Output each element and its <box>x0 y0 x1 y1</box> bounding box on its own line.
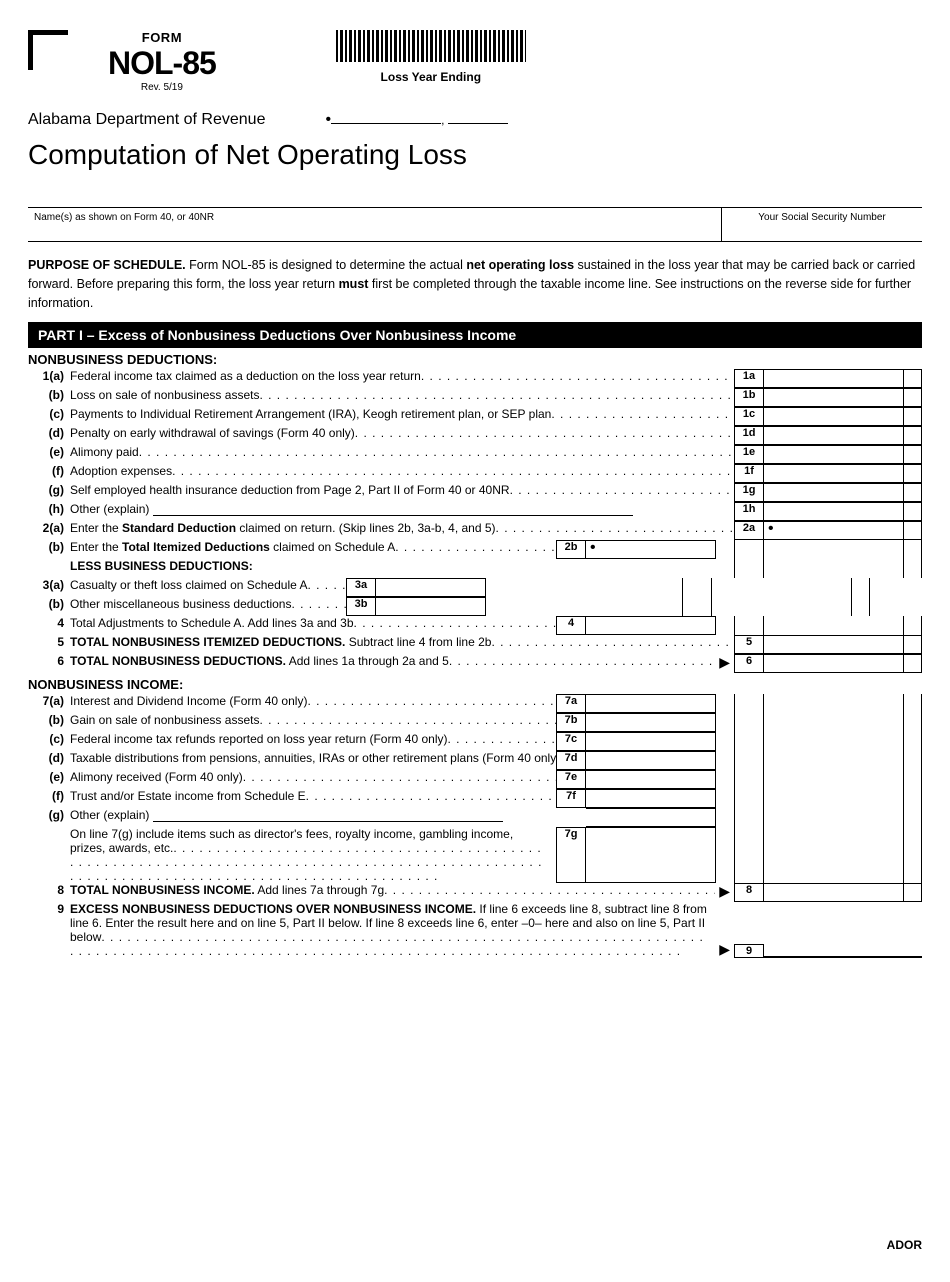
line-1b: Loss on sale of nonbusiness assets <box>70 388 734 407</box>
nbd-head: NONBUSINESS DEDUCTIONS: <box>28 352 922 367</box>
form-code: NOL-85 <box>108 45 216 82</box>
nbi-head: NONBUSINESS INCOME: <box>28 677 922 692</box>
input-4[interactable] <box>586 616 716 635</box>
line-8: TOTAL NONBUSINESS INCOME. Add lines 7a t… <box>70 883 715 902</box>
footer-code: ADOR <box>28 1238 922 1252</box>
input-7a[interactable] <box>586 694 716 713</box>
part1-bar: PART I – Excess of Nonbusiness Deduction… <box>28 322 922 348</box>
input-6[interactable] <box>764 654 904 673</box>
form-word: FORM <box>108 30 216 45</box>
line-3a: Casualty or theft loss claimed on Schedu… <box>70 578 346 597</box>
barcode <box>336 30 526 62</box>
input-7f[interactable] <box>586 789 716 808</box>
input-3a[interactable] <box>376 578 486 597</box>
line-7c: Federal income tax refunds reported on l… <box>70 732 556 751</box>
line-1h: Other (explain) <box>70 502 734 521</box>
line-1d: Penalty on early withdrawal of savings (… <box>70 426 734 445</box>
input-1g[interactable] <box>764 483 904 502</box>
input-3b[interactable] <box>376 597 486 616</box>
line-7e: Alimony received (Form 40 only) <box>70 770 556 789</box>
line-7a: Interest and Dividend Income (Form 40 on… <box>70 694 556 713</box>
input-7b[interactable] <box>586 713 716 732</box>
purpose-lead: PURPOSE OF SCHEDULE. <box>28 258 186 272</box>
explain-1h[interactable] <box>153 504 633 516</box>
input-2a[interactable]: • <box>764 521 904 540</box>
input-7d[interactable] <box>586 751 716 770</box>
line-4: Total Adjustments to Schedule A. Add lin… <box>70 616 556 635</box>
line-2a: Enter the Standard Deduction claimed on … <box>70 521 734 540</box>
purpose-text: PURPOSE OF SCHEDULE. Form NOL-85 is desi… <box>28 256 922 312</box>
input-1d[interactable] <box>764 426 904 445</box>
name-field-label[interactable]: Name(s) as shown on Form 40, or 40NR <box>28 208 722 241</box>
input-1e[interactable] <box>764 445 904 464</box>
input-9[interactable] <box>764 956 904 958</box>
line-1g: Self employed health insurance deduction… <box>70 483 734 502</box>
line-7f: Trust and/or Estate income from Schedule… <box>70 789 556 808</box>
ssn-field-label[interactable]: Your Social Security Number <box>722 208 922 241</box>
input-8[interactable] <box>764 883 904 902</box>
input-2b[interactable]: • <box>586 540 716 559</box>
line-1a: Federal income tax claimed as a deductio… <box>70 369 734 388</box>
input-1c[interactable] <box>764 407 904 426</box>
corner-mark <box>28 30 68 70</box>
arrow-icon: ▶ <box>715 654 734 673</box>
form-header: FORM NOL-85 Rev. 5/19 Loss Year Ending <box>28 30 922 93</box>
line-1f: Adoption expenses <box>70 464 734 483</box>
line-2b: Enter the Total Itemized Deductions clai… <box>70 540 556 559</box>
input-1b[interactable] <box>764 388 904 407</box>
less-head: LESS BUSINESS DEDUCTIONS: <box>70 559 253 573</box>
line-7g: Other (explain) <box>70 808 556 827</box>
input-7c[interactable] <box>586 732 716 751</box>
form-rev: Rev. 5/19 <box>108 82 216 93</box>
form-id-block: FORM NOL-85 Rev. 5/19 <box>108 30 216 93</box>
arrow-icon: ▶ <box>715 941 734 958</box>
input-5[interactable] <box>764 635 904 654</box>
line-7d: Taxable distributions from pensions, ann… <box>70 751 556 770</box>
barcode-block: Loss Year Ending <box>336 30 526 84</box>
date-fill[interactable]: •, <box>325 113 507 127</box>
line-1e: Alimony paid <box>70 445 734 464</box>
line-5: TOTAL NONBUSINESS ITEMIZED DEDUCTIONS. S… <box>70 635 734 654</box>
line-3b: Other miscellaneous business deductions <box>70 597 346 616</box>
arrow-icon: ▶ <box>715 883 734 902</box>
explain-7g[interactable] <box>153 810 503 822</box>
input-1h[interactable] <box>764 502 904 521</box>
input-1a[interactable] <box>764 369 904 388</box>
identity-row: Name(s) as shown on Form 40, or 40NR You… <box>28 207 922 242</box>
input-7g-upper[interactable] <box>586 808 716 827</box>
line-6: TOTAL NONBUSINESS DEDUCTIONS. Add lines … <box>70 654 715 673</box>
line-9: EXCESS NONBUSINESS DEDUCTIONS OVER NONBU… <box>70 902 715 958</box>
line-7b: Gain on sale of nonbusiness assets <box>70 713 556 732</box>
dept-name: Alabama Department of Revenue <box>28 111 265 129</box>
form-title: Computation of Net Operating Loss <box>28 139 922 171</box>
dept-row: Alabama Department of Revenue •, <box>28 111 922 129</box>
line-1c: Payments to Individual Retirement Arrang… <box>70 407 734 426</box>
line-7g-note: On line 7(g) include items such as direc… <box>70 827 556 883</box>
input-7g[interactable] <box>586 827 716 883</box>
loss-year-label: Loss Year Ending <box>336 70 526 84</box>
input-7e[interactable] <box>586 770 716 789</box>
input-1f[interactable] <box>764 464 904 483</box>
